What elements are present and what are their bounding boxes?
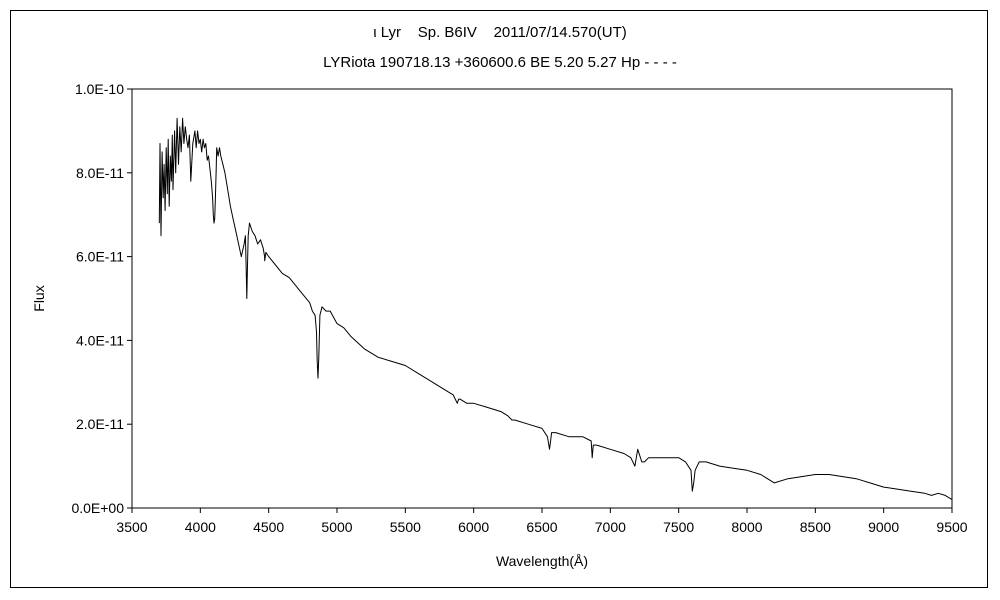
x-tick-label: 9500 — [936, 519, 967, 535]
y-tick-label: 4.0E-11 — [76, 332, 124, 348]
x-tick-label: 5500 — [390, 519, 421, 535]
y-tick-label: 6.0E-11 — [76, 249, 124, 265]
x-tick-label: 3500 — [116, 519, 147, 535]
chart-subtitle: LYRiota 190718.13 +360600.6 BE 5.20 5.27… — [323, 54, 677, 71]
y-tick-label: 2.0E-11 — [76, 416, 124, 432]
x-tick-label: 8000 — [731, 519, 762, 535]
chart-frame — [10, 10, 988, 588]
plot-area — [131, 88, 953, 509]
chart-title: ι Lyr Sp. B6IV 2011/07/14.570(UT) — [373, 24, 627, 41]
x-axis-title: Wavelength(Å) — [496, 553, 588, 569]
x-axis: 3500 4000 4500 5000 5500 6000 6500 7000 7500 8000… — [116, 508, 968, 535]
x-tick-label: 8500 — [800, 519, 831, 535]
x-tick-label: 4500 — [253, 519, 284, 535]
spectrum-line — [158, 117, 953, 501]
y-axis-title: Flux — [31, 285, 47, 311]
y-axis: 0.0E+00 2.0E-11 4.0E-11 6.0E-11 8.0E-11 1.0E-… — [71, 81, 132, 516]
x-tick-label: 6500 — [526, 519, 557, 535]
y-tick-label: 8.0E-11 — [76, 165, 124, 181]
y-tick-label: 1.0E-10 — [75, 81, 124, 97]
x-tick-label: 7000 — [595, 519, 626, 535]
x-tick-label: 5000 — [321, 519, 352, 535]
x-tick-label: 9000 — [868, 519, 899, 535]
x-tick-label: 4000 — [185, 519, 216, 535]
series-layer — [158, 117, 953, 501]
y-tick-label: 0.0E+00 — [71, 500, 124, 516]
x-tick-label: 6000 — [458, 519, 489, 535]
x-tick-label: 7500 — [663, 519, 694, 535]
